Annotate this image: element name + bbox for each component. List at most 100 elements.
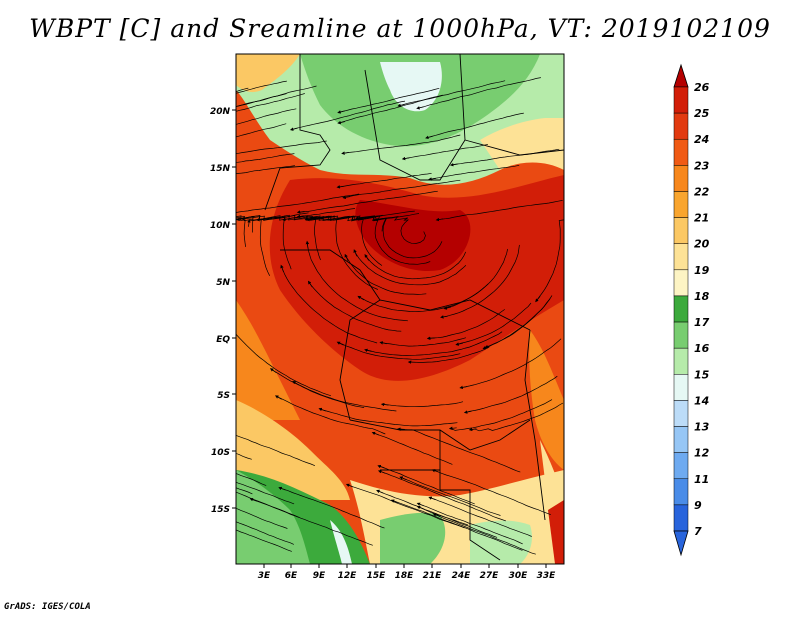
streamline	[236, 481, 295, 505]
streamline	[433, 469, 551, 516]
streamline-arrow	[337, 110, 345, 114]
streamline-arrow	[337, 120, 345, 125]
streamline	[236, 193, 360, 213]
streamline-arrow	[390, 499, 399, 503]
streamline	[470, 402, 564, 432]
streamline	[236, 87, 249, 92]
streamline	[354, 250, 467, 286]
streamline-arrow	[269, 368, 277, 373]
streamline-arrow	[292, 381, 300, 386]
streamline-arrow	[401, 156, 410, 161]
lat-label: 15N	[210, 164, 231, 174]
streamline-arrow	[459, 385, 468, 390]
streamline-arrow	[181, 501, 187, 503]
colorbar-segment	[673, 347, 689, 375]
streamline-arrow	[440, 315, 448, 319]
streamline-arrow	[153, 441, 159, 443]
streamline	[236, 85, 317, 107]
colorbar-segment	[673, 138, 689, 166]
wbpt-shaded-field	[236, 54, 564, 564]
colorbar-label: 21	[694, 212, 709, 225]
streamline-arrow	[336, 185, 345, 189]
streamline	[347, 484, 465, 529]
colorbar-label: 19	[694, 264, 710, 277]
streamline	[358, 283, 489, 313]
streamline-arrow	[364, 348, 372, 353]
streamline-arrow	[278, 486, 286, 491]
streamline-arrow	[468, 427, 477, 432]
streamline-arrow	[307, 280, 313, 288]
streamline-arrow	[240, 216, 249, 221]
streamline-arrow	[344, 253, 349, 262]
streamline	[257, 215, 292, 270]
streamline	[338, 94, 443, 124]
streamline	[236, 507, 288, 529]
streamline	[236, 80, 287, 94]
colorbar-label: 26	[694, 81, 710, 94]
streamline	[450, 399, 553, 431]
streamline	[437, 200, 563, 221]
streamline-arrow	[230, 107, 236, 109]
streamline-arrow	[280, 264, 284, 273]
streamline	[429, 164, 520, 180]
colorbar-label: 22	[694, 185, 710, 198]
streamline-arrow	[416, 106, 424, 110]
lon-label: 33E	[537, 571, 557, 581]
colorbar-label: 18	[694, 290, 710, 303]
colorbar-label: 16	[694, 342, 710, 355]
colorbar-label: 12	[694, 447, 710, 460]
streamline	[342, 134, 461, 154]
lat-label: 10S	[211, 448, 230, 458]
streamline	[236, 435, 316, 467]
lon-label: 9E	[313, 571, 326, 581]
colorbar-label: 11	[694, 473, 709, 486]
streamline	[392, 500, 523, 551]
streamline	[236, 93, 287, 107]
colorbar-segment	[673, 400, 689, 427]
streamline	[281, 266, 378, 344]
streamline	[465, 375, 558, 413]
streamline-arrow	[345, 483, 354, 488]
streamline-arrow	[397, 103, 405, 108]
streamline	[451, 148, 560, 166]
colorbar-label: 23	[694, 159, 710, 172]
streamline	[236, 215, 246, 247]
streamline	[461, 338, 562, 389]
streamline	[293, 381, 397, 412]
streamline	[271, 368, 365, 408]
colorbar-segment	[673, 112, 689, 140]
lon-label: 27E	[480, 571, 500, 581]
streamline-arrow	[376, 489, 384, 494]
streamline	[378, 465, 475, 505]
streamline-arrow	[341, 151, 349, 155]
colorbar-segment	[673, 295, 689, 323]
colorbar-segment	[673, 243, 689, 271]
streamline	[400, 477, 501, 516]
streamline	[236, 140, 327, 154]
streamline-arrow	[185, 146, 191, 147]
lat-label: 10N	[210, 221, 231, 231]
streamline-arrow	[535, 296, 541, 303]
streamline-arrow	[305, 240, 310, 249]
lat-label: 20N	[210, 107, 231, 117]
streamline-arrow	[165, 459, 171, 461]
streamline-arrow	[443, 306, 452, 310]
streamline	[429, 497, 532, 537]
colorbar-segment	[673, 504, 689, 532]
streamline	[251, 498, 373, 546]
streamline-arrow	[425, 135, 433, 140]
streamline	[236, 108, 297, 125]
lat-label: 5S	[217, 391, 230, 401]
streamline-arrow	[218, 428, 223, 431]
streamline	[365, 331, 503, 356]
streamline-arrow	[157, 215, 163, 216]
streamline	[276, 395, 386, 435]
streamline	[403, 143, 489, 160]
streamline-arrow	[150, 406, 154, 410]
latitude-axis: 20N 15N 10N 5N EQ 5S 10S 15S	[210, 107, 236, 515]
country-borders	[264, 54, 564, 561]
streamline	[236, 473, 267, 486]
streamline-arrow	[224, 488, 230, 490]
lat-label: EQ	[216, 335, 230, 345]
streamline-arrow	[428, 177, 436, 181]
